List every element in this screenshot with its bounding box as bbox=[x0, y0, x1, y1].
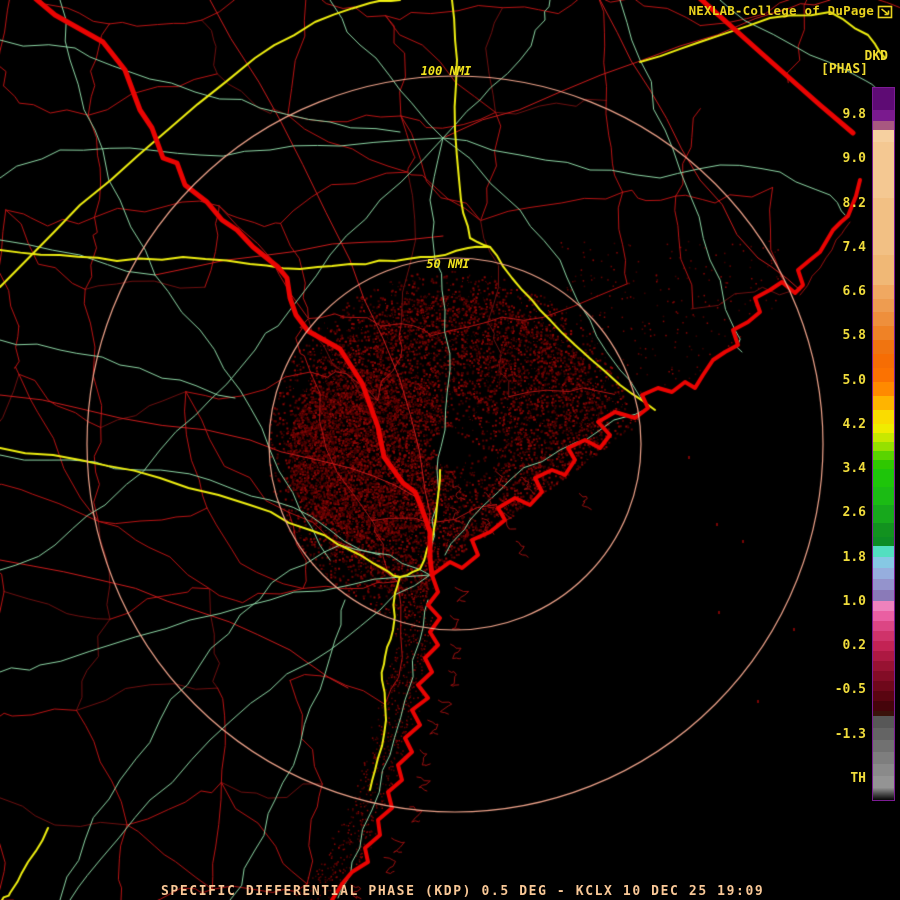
colorbar-segment bbox=[873, 396, 894, 410]
colorbar-tick-label: 5.8 bbox=[842, 328, 866, 344]
colorbar-tick-label: 6.6 bbox=[842, 284, 866, 299]
colorbar-segment bbox=[873, 631, 894, 641]
range-ring-label-50nmi: 50 NMI bbox=[426, 257, 470, 271]
colorbar-tick-label: -1.3 bbox=[834, 726, 866, 742]
colorbar-segment bbox=[873, 130, 894, 142]
colorbar-segment bbox=[873, 557, 894, 568]
colorbar-segment bbox=[873, 579, 894, 590]
colorbar-segment bbox=[873, 711, 894, 716]
colorbar-segment bbox=[873, 568, 894, 579]
colorbar-segment bbox=[873, 740, 894, 752]
colorbar-segment bbox=[873, 691, 894, 701]
colorbar-segment bbox=[873, 601, 894, 611]
colorbar-segment bbox=[873, 469, 894, 487]
colorbar-segment bbox=[873, 681, 894, 691]
colorbar-segment bbox=[873, 590, 894, 601]
colorbar-segment bbox=[873, 410, 894, 424]
external-link-icon[interactable] bbox=[877, 5, 893, 19]
colorbar-tick-label: 5.0 bbox=[842, 372, 866, 388]
colorbar-segment bbox=[873, 312, 894, 326]
colorbar-tick-label: TH bbox=[850, 770, 866, 786]
colorbar-segment bbox=[873, 776, 894, 788]
colorbar-segment bbox=[873, 641, 894, 651]
colorbar-tick-label: 2.6 bbox=[842, 505, 866, 521]
colorbar-segment bbox=[873, 546, 894, 557]
colorbar-segment bbox=[873, 326, 894, 340]
colorbar-segment bbox=[873, 433, 894, 442]
colorbar-segment bbox=[873, 198, 894, 255]
colorbar-segment bbox=[873, 764, 894, 776]
colorbar-segment bbox=[873, 537, 894, 546]
colorbar-segment bbox=[873, 788, 894, 800]
attribution-link[interactable]: NEXLAB-College of DuPage bbox=[688, 3, 874, 18]
colorbar-segment bbox=[873, 424, 894, 433]
colorbar-segment bbox=[873, 651, 894, 661]
colorbar-tick-label: 1.0 bbox=[842, 593, 866, 609]
colorbar-segment bbox=[873, 142, 894, 198]
colorbar-segment bbox=[873, 368, 894, 382]
colorbar-segment bbox=[873, 299, 894, 312]
colorbar-segment bbox=[873, 621, 894, 631]
colorbar-segment bbox=[873, 523, 894, 537]
colorbar-segment bbox=[873, 460, 894, 469]
colorbar-segment bbox=[873, 661, 894, 671]
colorbar-tick-label: 7.4 bbox=[842, 239, 866, 255]
colorbar-segment bbox=[873, 487, 894, 505]
colorbar-segment bbox=[873, 611, 894, 621]
colorbar-tick-label: 9.0 bbox=[842, 151, 866, 167]
colorbar-segment bbox=[873, 88, 894, 110]
colorbar-segment bbox=[873, 340, 894, 354]
colorbar-segment bbox=[873, 354, 894, 368]
colorbar bbox=[872, 87, 895, 801]
colorbar-tick-label: 9.8 bbox=[842, 107, 866, 122]
colorbar-tick-label: 0.2 bbox=[842, 638, 866, 653]
product-units-label: [PHAS] bbox=[821, 62, 868, 77]
colorbar-tick-label: 4.2 bbox=[842, 416, 866, 432]
colorbar-segment bbox=[873, 451, 894, 460]
colorbar-tick-label: 3.4 bbox=[842, 461, 866, 476]
product-code-label: DKD bbox=[864, 49, 888, 64]
colorbar-segment bbox=[873, 121, 894, 130]
range-ring-label-100nmi: 100 NMI bbox=[420, 64, 472, 78]
colorbar-tick-label: 1.8 bbox=[842, 549, 866, 565]
colorbar-segment bbox=[873, 382, 894, 396]
colorbar-segment bbox=[873, 255, 894, 285]
colorbar-segment bbox=[873, 285, 894, 299]
colorbar-segment bbox=[873, 752, 894, 764]
colorbar-segment bbox=[873, 701, 894, 711]
colorbar-tick-label: 8.2 bbox=[842, 195, 866, 211]
colorbar-tick-label: -0.5 bbox=[834, 682, 866, 698]
colorbar-segment bbox=[873, 671, 894, 681]
colorbar-segment bbox=[873, 728, 894, 740]
colorbar-segment bbox=[873, 716, 894, 728]
colorbar-segment bbox=[873, 110, 894, 121]
colorbar-segment bbox=[873, 505, 894, 523]
status-bar: SPECIFIC DIFFERENTIAL PHASE (KDP) 0.5 DE… bbox=[161, 884, 765, 899]
colorbar-segment bbox=[873, 442, 894, 451]
